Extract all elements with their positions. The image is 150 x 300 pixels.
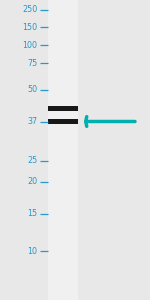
Text: 150: 150: [22, 22, 38, 32]
Text: 100: 100: [22, 40, 38, 50]
Text: 10: 10: [27, 247, 38, 256]
Text: 25: 25: [27, 156, 38, 165]
Text: 37: 37: [27, 117, 38, 126]
Text: 20: 20: [27, 177, 38, 186]
Text: 250: 250: [22, 5, 38, 14]
Bar: [48, 0, 78, 300]
Text: 50: 50: [27, 85, 38, 94]
Bar: [48, 106, 78, 111]
Bar: [48, 119, 78, 124]
Text: 75: 75: [27, 58, 38, 68]
Text: 15: 15: [27, 209, 38, 218]
